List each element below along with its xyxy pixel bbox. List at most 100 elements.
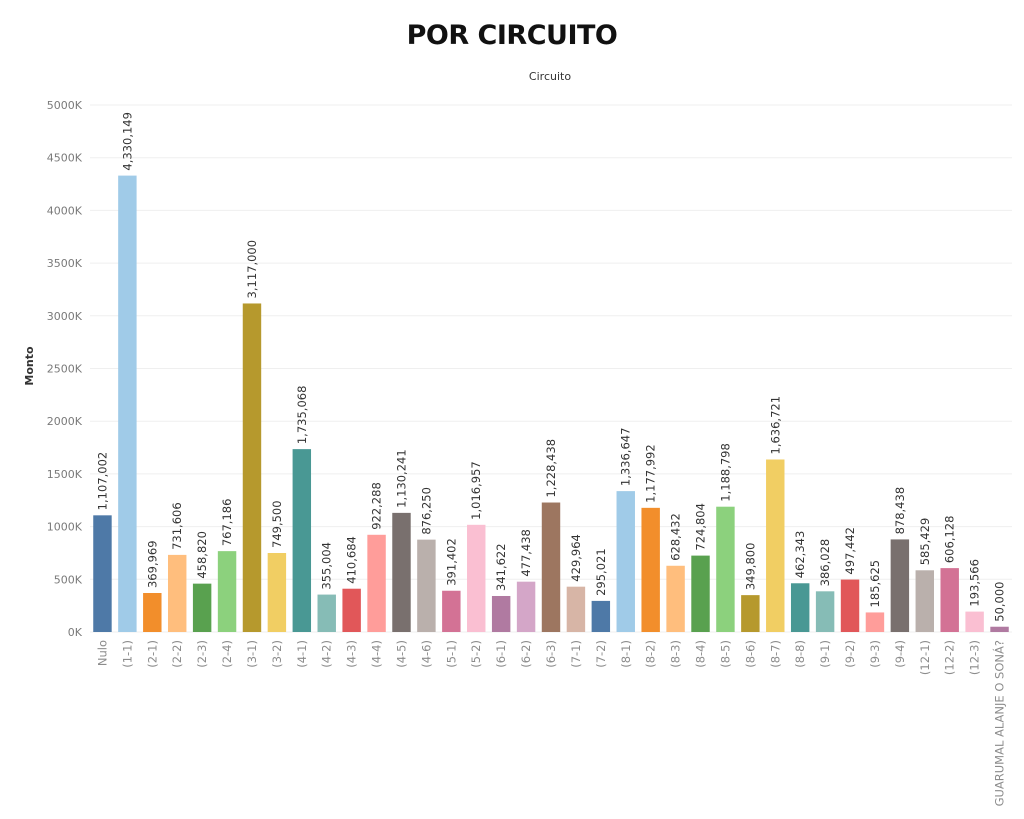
category-label: (12-2) bbox=[943, 640, 957, 675]
category-label: (2-2) bbox=[170, 640, 184, 668]
bar bbox=[442, 590, 461, 632]
data-label: 1,228,438 bbox=[544, 439, 558, 498]
category-label: (1-1) bbox=[120, 640, 134, 668]
category-label: (4-2) bbox=[320, 640, 334, 668]
category-label: (4-5) bbox=[394, 640, 408, 668]
category-label: (8-2) bbox=[644, 640, 658, 668]
data-label: 878,438 bbox=[893, 487, 907, 535]
category-label: GUARUMAL ALANJE O SONÁ? bbox=[992, 640, 1007, 806]
bar bbox=[815, 591, 835, 632]
data-label: 410,684 bbox=[345, 536, 359, 584]
data-label: 462,343 bbox=[793, 531, 807, 579]
y-tick-label: 2000K bbox=[47, 415, 83, 428]
data-label: 1,735,068 bbox=[295, 386, 309, 445]
category-label: (2-1) bbox=[145, 640, 159, 668]
bar bbox=[616, 491, 635, 632]
bar bbox=[242, 303, 262, 632]
category-label: (8-4) bbox=[694, 640, 708, 668]
data-label: 458,820 bbox=[195, 531, 209, 579]
bar bbox=[367, 534, 386, 632]
bar bbox=[741, 595, 760, 632]
data-label: 585,429 bbox=[918, 518, 932, 566]
data-label: 349,800 bbox=[743, 543, 757, 591]
bar bbox=[417, 539, 436, 632]
bar bbox=[840, 579, 860, 632]
category-label: (4-3) bbox=[345, 640, 359, 668]
category-label: (9-1) bbox=[818, 640, 832, 668]
category-label: (12-3) bbox=[968, 640, 982, 675]
bar bbox=[541, 502, 561, 632]
bar bbox=[217, 551, 237, 632]
category-label: (3-1) bbox=[245, 640, 259, 668]
data-label: 429,964 bbox=[569, 534, 583, 582]
data-label: 193,566 bbox=[968, 559, 982, 607]
bar bbox=[167, 554, 187, 632]
category-label: (12-1) bbox=[918, 640, 932, 675]
data-label: 1,636,721 bbox=[768, 396, 782, 455]
category-label: (7-2) bbox=[594, 640, 608, 668]
bar bbox=[915, 570, 935, 632]
data-label: 876,250 bbox=[419, 487, 433, 535]
data-label: 386,028 bbox=[818, 539, 832, 587]
bar bbox=[965, 611, 984, 632]
category-label: (8-3) bbox=[669, 640, 683, 668]
y-tick-label: 4000K bbox=[47, 204, 83, 217]
bar bbox=[890, 539, 910, 632]
category-label: (2-4) bbox=[220, 640, 234, 668]
data-label: 749,500 bbox=[270, 500, 284, 548]
category-label: (9-2) bbox=[843, 640, 857, 668]
value-labels: 1,107,002 4,330,149 369,969 731,606 458,820 7… bbox=[95, 112, 1006, 622]
data-label: 767,186 bbox=[220, 499, 234, 547]
bars bbox=[93, 175, 1009, 632]
bar bbox=[766, 459, 785, 632]
bar bbox=[491, 595, 511, 632]
data-label: 731,606 bbox=[170, 502, 184, 550]
bar bbox=[467, 524, 486, 632]
data-label: 50,000 bbox=[993, 581, 1007, 621]
category-label: (9-3) bbox=[868, 640, 882, 668]
data-label: 391,402 bbox=[444, 538, 458, 586]
data-label: 628,432 bbox=[669, 513, 683, 561]
data-label: 341,622 bbox=[494, 543, 508, 591]
category-label: (3-2) bbox=[270, 640, 284, 668]
bar bbox=[566, 586, 586, 632]
y-tick-label: 0K bbox=[68, 626, 83, 639]
y-tick-label: 2500K bbox=[47, 363, 83, 376]
y-tick-label: 1000K bbox=[47, 521, 83, 534]
data-label: 3,117,000 bbox=[245, 240, 259, 299]
bar bbox=[267, 553, 287, 632]
category-label: (4-1) bbox=[295, 640, 309, 668]
bar bbox=[192, 583, 212, 632]
bar bbox=[143, 593, 162, 632]
chart-header-label: Circuito bbox=[529, 70, 571, 83]
bar bbox=[292, 449, 312, 632]
y-tick-label: 500K bbox=[54, 573, 83, 586]
category-labels: Nulo (1-1) (2-1) (2-2) (2-3) (2-4) (3-1) (3-2) (… bbox=[95, 640, 1006, 806]
bar bbox=[317, 594, 336, 632]
category-label: (6-1) bbox=[494, 640, 508, 668]
bar bbox=[641, 507, 660, 632]
bar bbox=[342, 588, 361, 632]
category-label: (6-3) bbox=[544, 640, 558, 668]
bar bbox=[940, 568, 959, 632]
bar bbox=[990, 626, 1009, 632]
bar bbox=[516, 581, 536, 632]
y-tick-label: 1500K bbox=[47, 468, 83, 481]
category-label: Nulo bbox=[95, 640, 109, 666]
data-label: 1,016,957 bbox=[469, 461, 483, 520]
data-label: 606,128 bbox=[943, 516, 957, 564]
data-label: 1,177,992 bbox=[644, 444, 658, 503]
data-label: 185,625 bbox=[868, 560, 882, 608]
data-label: 724,804 bbox=[694, 503, 708, 551]
data-label: 355,004 bbox=[320, 542, 334, 590]
data-label: 477,438 bbox=[519, 529, 533, 577]
chart-title: POR CIRCUITO bbox=[406, 20, 618, 51]
y-tick-label: 5000K bbox=[47, 99, 83, 112]
data-label: 1,130,241 bbox=[394, 449, 408, 508]
bar bbox=[790, 583, 810, 632]
data-label: 497,442 bbox=[843, 527, 857, 575]
category-label: (4-4) bbox=[370, 640, 384, 668]
category-label: (8-7) bbox=[768, 640, 782, 668]
category-label: (4-6) bbox=[419, 640, 433, 668]
